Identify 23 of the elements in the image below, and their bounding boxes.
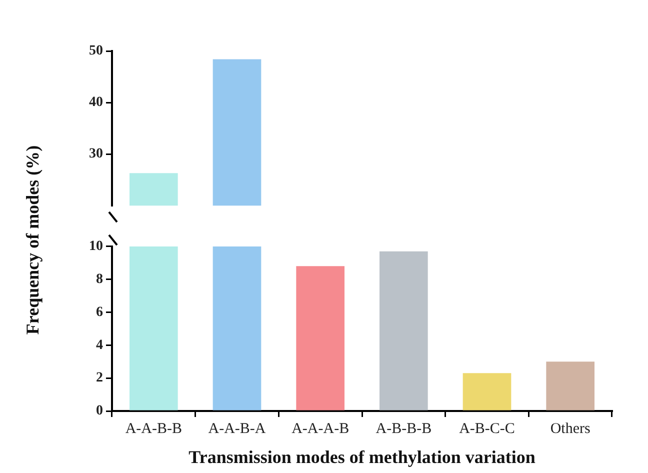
bar bbox=[212, 246, 262, 410]
x-tick-label: Others bbox=[550, 420, 590, 437]
x-tick-label: A-A-B-A bbox=[208, 420, 266, 437]
x-tick-label: A-B-B-B bbox=[376, 420, 432, 437]
y-tick-label: 50 bbox=[89, 44, 103, 59]
x-tick-label: A-A-A-B bbox=[292, 420, 350, 437]
y-tick-label: 8 bbox=[96, 272, 103, 287]
y-tick-label: 0 bbox=[96, 404, 103, 419]
bar bbox=[546, 362, 594, 410]
y-tick-label: 4 bbox=[96, 338, 103, 353]
y-axis-title: Frequency of modes (%) bbox=[22, 145, 44, 335]
y-tick-label: 30 bbox=[89, 146, 103, 162]
y-tick-label: 2 bbox=[96, 370, 103, 386]
x-tick-label: A-A-B-B bbox=[125, 420, 182, 437]
bar bbox=[380, 251, 428, 410]
y-tick-label: 10 bbox=[89, 239, 103, 254]
y-tick-label: 40 bbox=[89, 95, 103, 110]
x-axis-title: Transmission modes of methylation variation bbox=[188, 446, 536, 467]
bar bbox=[462, 373, 512, 410]
x-tick-label: A-B-C-C bbox=[459, 420, 515, 437]
bar bbox=[130, 246, 178, 410]
bar bbox=[296, 266, 344, 410]
y-tick-label: 6 bbox=[96, 304, 103, 320]
